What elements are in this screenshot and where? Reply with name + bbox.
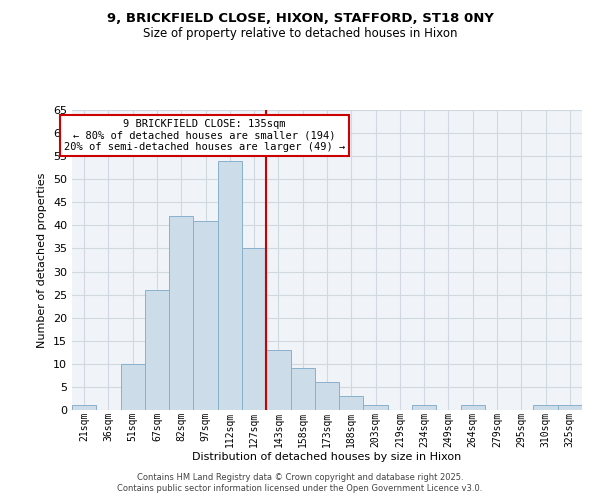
Y-axis label: Number of detached properties: Number of detached properties — [37, 172, 47, 348]
Bar — [121, 364, 145, 410]
Bar — [339, 396, 364, 410]
Text: Size of property relative to detached houses in Hixon: Size of property relative to detached ho… — [143, 28, 457, 40]
Bar — [72, 406, 96, 410]
Bar — [315, 382, 339, 410]
Bar — [461, 406, 485, 410]
Bar — [364, 406, 388, 410]
Bar — [169, 216, 193, 410]
Bar — [533, 406, 558, 410]
Bar — [290, 368, 315, 410]
Bar — [193, 221, 218, 410]
Text: Contains HM Land Registry data © Crown copyright and database right 2025.: Contains HM Land Registry data © Crown c… — [137, 472, 463, 482]
Bar — [558, 406, 582, 410]
Bar — [266, 350, 290, 410]
X-axis label: Distribution of detached houses by size in Hixon: Distribution of detached houses by size … — [193, 452, 461, 462]
Bar — [242, 248, 266, 410]
Text: Contains public sector information licensed under the Open Government Licence v3: Contains public sector information licen… — [118, 484, 482, 493]
Text: 9, BRICKFIELD CLOSE, HIXON, STAFFORD, ST18 0NY: 9, BRICKFIELD CLOSE, HIXON, STAFFORD, ST… — [107, 12, 493, 26]
Bar — [218, 161, 242, 410]
Bar — [145, 290, 169, 410]
Text: 9 BRICKFIELD CLOSE: 135sqm
← 80% of detached houses are smaller (194)
20% of sem: 9 BRICKFIELD CLOSE: 135sqm ← 80% of deta… — [64, 119, 345, 152]
Bar — [412, 406, 436, 410]
